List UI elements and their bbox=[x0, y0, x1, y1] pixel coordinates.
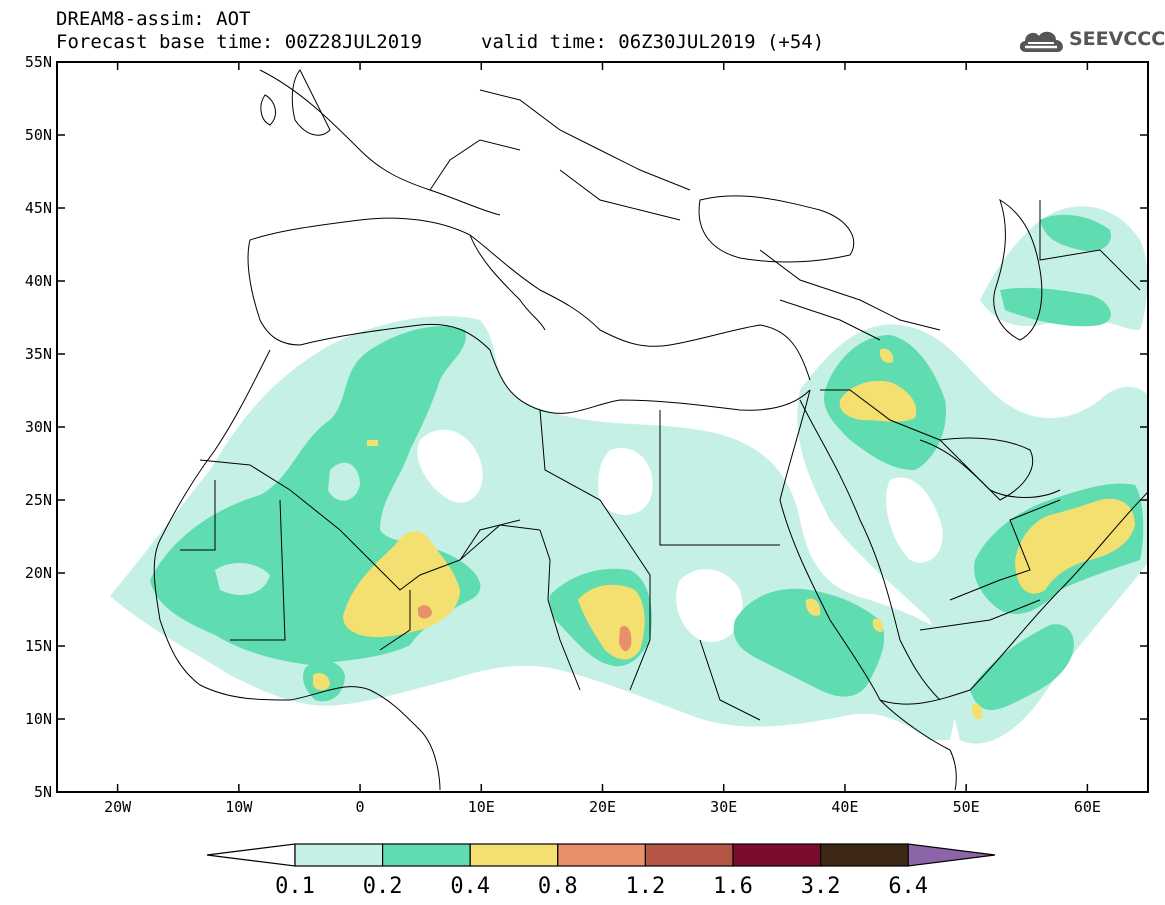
colorbar-label: 0.4 bbox=[450, 874, 490, 899]
lat-tick-label: 40N bbox=[25, 272, 52, 290]
colorbar-label: 0.2 bbox=[363, 874, 403, 899]
cloud-icon bbox=[1019, 31, 1063, 52]
lon-tick-label: 50E bbox=[953, 798, 980, 816]
lat-tick-label: 50N bbox=[25, 126, 52, 144]
colorbar-label: 1.2 bbox=[626, 874, 666, 899]
latitude-ticks: 55N 50N 45N 40N 35N 30N 25N 20N 15N 10N 5N bbox=[25, 53, 1148, 801]
colorbar-label: 1.6 bbox=[713, 874, 753, 899]
colorbar-swatch bbox=[294, 843, 384, 867]
lat-tick-label: 25N bbox=[25, 491, 52, 509]
lat-tick-label: 10N bbox=[25, 710, 52, 728]
colorbar-label: 3.2 bbox=[801, 874, 841, 899]
lon-tick-label: 40E bbox=[831, 798, 858, 816]
colorbar-label: 6.4 bbox=[888, 874, 928, 899]
colorbar-swatch bbox=[644, 843, 734, 867]
colorbar-swatch bbox=[557, 843, 646, 867]
lat-tick-label: 5N bbox=[34, 783, 52, 801]
lon-tick-label: 30E bbox=[710, 798, 737, 816]
seevccc-logo: SEEVCCC bbox=[1016, 22, 1165, 58]
lat-tick-label: 55N bbox=[25, 53, 52, 71]
colorbar: 0.1 0.2 0.4 0.8 1.2 1.6 3.2 6.4 bbox=[206, 843, 996, 899]
valid-time-label: valid time: 06Z30JUL2019 (+54) bbox=[481, 31, 825, 53]
lon-tick-label: 10W bbox=[225, 798, 253, 816]
longitude-ticks: 20W 10W 0 10E 20E 30E 40E 50E 60E bbox=[104, 62, 1101, 816]
lon-tick-label: 10E bbox=[468, 798, 495, 816]
aot-field bbox=[110, 206, 1148, 744]
coastlines-borders bbox=[153, 69, 1148, 791]
lat-tick-label: 35N bbox=[25, 345, 52, 363]
lat-tick-label: 30N bbox=[25, 418, 52, 436]
lat-tick-label: 15N bbox=[25, 637, 52, 655]
lon-tick-label: 0 bbox=[356, 798, 365, 816]
lat-tick-label: 20N bbox=[25, 564, 52, 582]
lon-tick-label: 20W bbox=[104, 798, 132, 816]
lat-tick-label: 45N bbox=[25, 199, 52, 217]
lon-tick-label: 60E bbox=[1074, 798, 1101, 816]
colorbar-label: 0.1 bbox=[275, 874, 315, 899]
colorbar-swatch bbox=[469, 843, 559, 867]
lon-tick-label: 20E bbox=[589, 798, 616, 816]
colorbar-above-triangle bbox=[907, 843, 996, 867]
map-title: DREAM8-assim: AOT bbox=[56, 8, 251, 30]
colorbar-below-triangle bbox=[206, 843, 296, 867]
colorbar-swatch bbox=[732, 843, 822, 867]
logo-text: SEEVCCC bbox=[1069, 28, 1165, 50]
colorbar-swatch bbox=[382, 843, 471, 867]
colorbar-label: 0.8 bbox=[538, 874, 578, 899]
base-time-label: Forecast base time: 00Z28JUL2019 bbox=[56, 31, 423, 53]
colorbar-swatch bbox=[819, 843, 909, 867]
